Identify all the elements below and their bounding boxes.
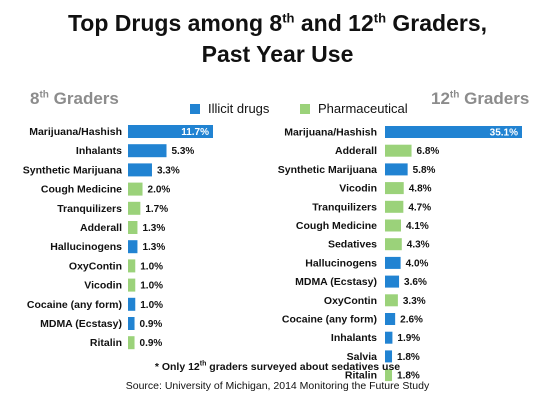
value-label: 1.8% xyxy=(397,371,420,382)
category-label: Ritalin xyxy=(90,337,122,349)
value-label: 0.9% xyxy=(140,338,163,349)
value-label: 2.0% xyxy=(148,185,171,196)
category-label: Vicodin xyxy=(339,183,377,195)
category-label: Adderall xyxy=(335,145,377,157)
category-label: OxyContin xyxy=(69,260,122,272)
bar xyxy=(128,144,167,158)
value-label: 4.8% xyxy=(409,184,432,195)
bar xyxy=(385,182,404,195)
category-label: Cocaine (any form) xyxy=(282,314,377,326)
value-label: 1.3% xyxy=(142,223,165,234)
bar xyxy=(385,313,396,325)
bar xyxy=(128,278,136,292)
category-label: Synthetic Marijuana xyxy=(278,164,377,176)
value-label: 2.6% xyxy=(400,315,423,326)
bar xyxy=(128,182,143,196)
bar xyxy=(128,201,141,215)
value-label: 1.8% xyxy=(397,352,420,363)
bar xyxy=(385,200,404,213)
source-note: Source: University of Michigan, 2014 Mon… xyxy=(125,380,430,392)
bar xyxy=(128,240,138,254)
title-line2: Past Year Use xyxy=(201,41,354,67)
title-line1: Top Drugs among 8th and 12th Graders, xyxy=(68,10,487,36)
group-title-8th: 8th Graders xyxy=(30,89,119,108)
legend-item-pharmaceutical: Pharmaceutical xyxy=(300,101,408,116)
category-label: Inhalants xyxy=(76,145,122,157)
category-label: OxyContin xyxy=(324,295,377,307)
value-label: 3.3% xyxy=(157,165,180,176)
bar xyxy=(128,297,136,311)
category-label: Hallucinogens xyxy=(50,241,122,253)
bar xyxy=(385,163,408,176)
value-label: 35.1% xyxy=(490,128,518,139)
category-label: Adderall xyxy=(80,222,122,234)
value-label: 0.9% xyxy=(140,319,163,330)
bar xyxy=(385,238,402,251)
title-sup-1: th xyxy=(282,10,295,26)
value-label: 11.7% xyxy=(181,127,209,138)
category-label: Cough Medicine xyxy=(296,220,377,232)
value-label: 3.6% xyxy=(404,277,427,288)
bar xyxy=(385,275,400,288)
value-label: 3.3% xyxy=(403,296,426,307)
bar xyxy=(385,219,402,232)
category-label: Tranquilizers xyxy=(312,201,377,213)
category-label: Tranquilizers xyxy=(57,203,122,215)
value-label: 1.7% xyxy=(145,204,168,215)
category-label: Vicodin xyxy=(84,280,122,292)
value-label: 1.0% xyxy=(140,300,163,311)
title-text-b: and 12 xyxy=(294,10,374,36)
bar xyxy=(385,126,522,138)
category-label: Inhalants xyxy=(331,332,377,344)
chart-title: Top Drugs among 8th and 12th Graders, Pa… xyxy=(0,8,555,70)
legend-label-illicit: Illicit drugs xyxy=(208,101,270,116)
bar xyxy=(385,294,398,307)
category-label: Cough Medicine xyxy=(41,184,122,196)
value-label: 4.1% xyxy=(406,221,429,232)
bar xyxy=(385,331,393,344)
chart-12th-graders: Marijuana/Hashish 35.1% Adderall 6.8% Synthe… xyxy=(278,126,522,382)
bar xyxy=(128,317,135,330)
value-label: 1.0% xyxy=(140,261,163,272)
category-label: Hallucinogens xyxy=(305,257,377,269)
value-label: 4.7% xyxy=(408,202,431,213)
value-label: 1.3% xyxy=(142,242,165,253)
bar xyxy=(385,350,393,363)
legend-swatch-pharmaceutical xyxy=(300,103,310,114)
value-label: 5.8% xyxy=(413,165,436,176)
bar xyxy=(385,369,393,382)
title-text-c: Graders, xyxy=(386,10,488,36)
category-label: Sedatives xyxy=(328,239,377,251)
legend-swatch-illicit xyxy=(190,103,200,114)
bar xyxy=(128,336,135,350)
title-sup-2: th xyxy=(373,10,387,26)
category-label: Marijuana/Hashish xyxy=(284,127,377,139)
legend-item-illicit: Illicit drugs xyxy=(190,101,269,116)
group-title-12th: 12th Graders xyxy=(431,89,530,108)
value-label: 4.3% xyxy=(407,240,430,251)
category-label: Cocaine (any form) xyxy=(27,299,122,311)
category-label: Salvia xyxy=(347,351,378,363)
value-label: 4.0% xyxy=(406,258,429,269)
bar xyxy=(128,259,136,273)
bar xyxy=(128,221,138,234)
category-label: Synthetic Marijuana xyxy=(23,164,122,176)
bar xyxy=(385,256,401,269)
bar xyxy=(128,163,152,177)
chart-8th-graders: Marijuana/Hashish 11.7% Inhalants 5.3% Synth… xyxy=(23,125,213,350)
category-label: Ritalin xyxy=(345,370,377,382)
value-label: 1.9% xyxy=(397,333,420,344)
legend-label-pharmaceutical: Pharmaceutical xyxy=(318,101,408,116)
value-label: 5.3% xyxy=(172,146,195,157)
category-label: Marijuana/Hashish xyxy=(29,126,122,138)
value-label: 6.8% xyxy=(417,146,440,157)
bar xyxy=(128,125,213,138)
footnote: * Only 12th graders surveyed about sedat… xyxy=(154,360,401,374)
bar xyxy=(385,144,412,157)
value-label: 1.0% xyxy=(140,281,163,292)
title-text-a: Top Drugs among 8 xyxy=(67,10,283,36)
category-label: MDMA (Ecstasy) xyxy=(295,276,377,288)
category-label: MDMA (Ecstasy) xyxy=(40,318,122,330)
